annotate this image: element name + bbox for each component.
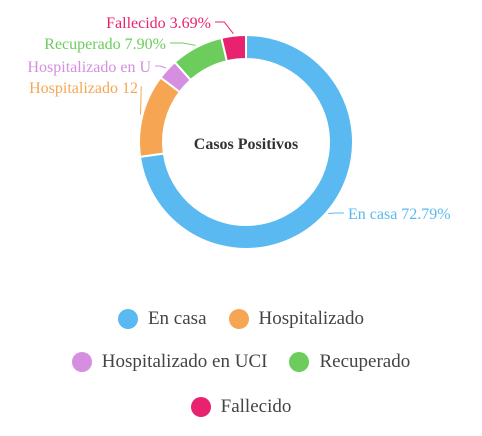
- legend-label: En casa: [147, 308, 207, 329]
- callout-line: [155, 65, 167, 69]
- callout-line: [170, 42, 196, 46]
- legend-swatch: [190, 397, 211, 417]
- slice-fallecido[interactable]: [220, 33, 247, 63]
- legend-swatch: [71, 352, 92, 372]
- legend-item-recuperado[interactable]: Recuperado: [289, 351, 410, 373]
- legend-row: En casa Hospitalizado: [0, 308, 482, 330]
- legend-swatch: [117, 309, 138, 329]
- slice-label: Fallecido 3.69%: [106, 15, 211, 32]
- legend-item-hospitalizado-uci[interactable]: Hospitalizado en UCI: [71, 351, 268, 373]
- legend-label: Recuperado: [319, 351, 411, 372]
- legend-item-en-casa[interactable]: En casa: [117, 308, 207, 330]
- legend-row: Fallecido: [0, 396, 482, 418]
- legend-item-hospitalizado[interactable]: Hospitalizado: [228, 308, 365, 330]
- slice-label: Recuperado 7.90%: [44, 36, 166, 53]
- center-label: Casos Positivos: [194, 136, 298, 153]
- slice-label: En casa 72.79%: [348, 206, 451, 223]
- slice-en-casa[interactable]: [138, 33, 354, 250]
- legend-swatch: [289, 352, 310, 372]
- legend-label: Hospitalizado: [258, 308, 365, 329]
- legend-item-fallecido[interactable]: Fallecido: [190, 396, 292, 418]
- callout-line: [328, 212, 344, 215]
- slice-label: Hospitalizado en U: [27, 59, 151, 76]
- donut-chart: Casos Positivos En casa 72.79% Hospitaliz…: [27, 15, 451, 250]
- callout-line: [139, 86, 142, 115]
- slice-hospitalizado[interactable]: [138, 76, 182, 158]
- legend-label: Fallecido: [220, 396, 292, 417]
- slice-label: Hospitalizado 12: [29, 80, 138, 97]
- legend-row: Hospitalizado en UCI Recuperado: [0, 351, 482, 373]
- legend-label: Hospitalizado en UCI: [101, 351, 268, 372]
- legend-swatch: [228, 309, 249, 329]
- callout-line: [215, 21, 234, 35]
